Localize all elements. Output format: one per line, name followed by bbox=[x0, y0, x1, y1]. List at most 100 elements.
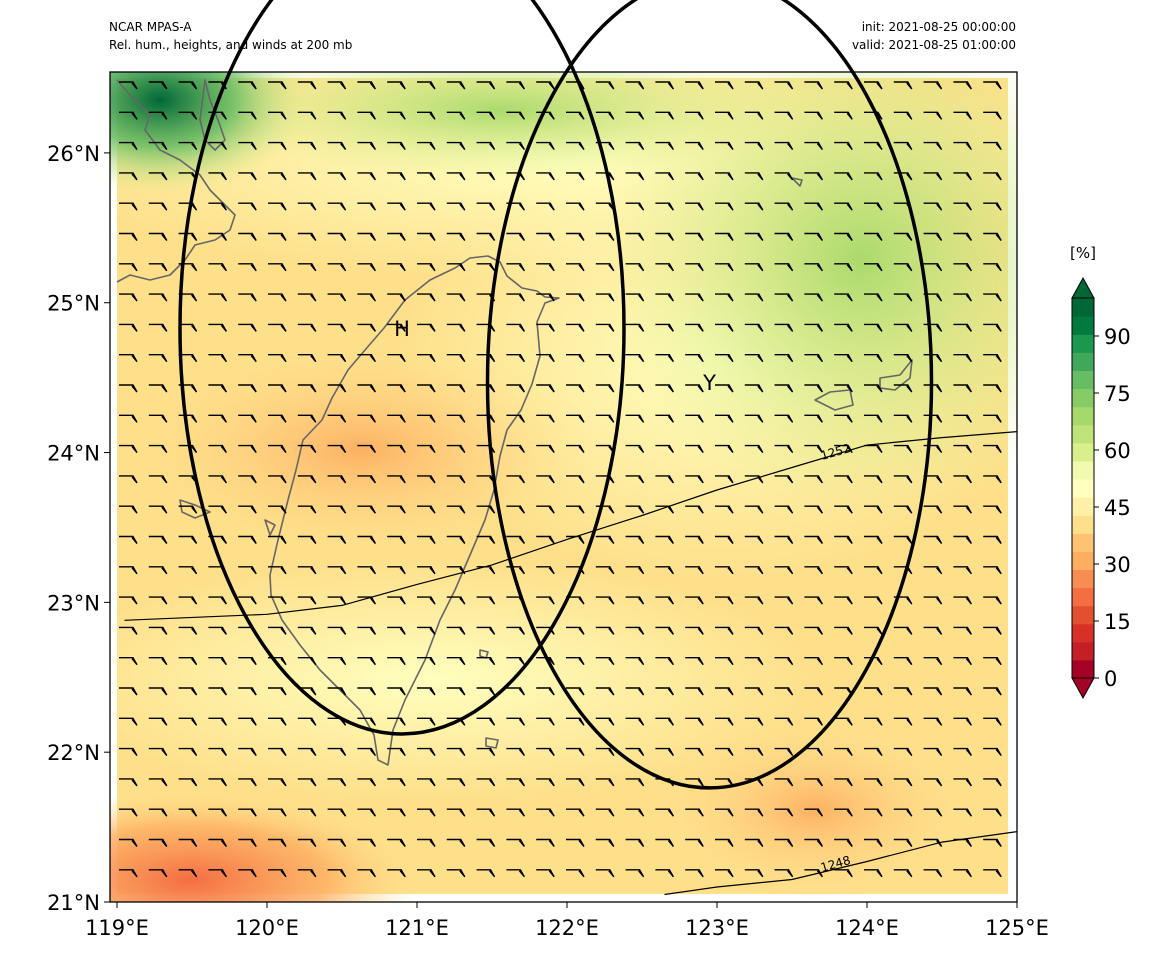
wind-barb bbox=[178, 384, 198, 393]
wind-barb bbox=[715, 535, 734, 544]
wind-barb bbox=[595, 626, 615, 635]
wind-barb bbox=[297, 323, 317, 332]
wind-barb bbox=[685, 141, 704, 151]
wind-barb bbox=[446, 717, 466, 726]
wind-barb bbox=[864, 384, 883, 393]
wind-barb bbox=[268, 687, 287, 696]
wind-barb bbox=[804, 414, 824, 423]
wind-barb bbox=[148, 414, 168, 423]
wind-barb bbox=[595, 263, 615, 272]
wind-barb bbox=[327, 111, 347, 120]
wind-barb bbox=[119, 384, 138, 393]
wind-barb bbox=[148, 444, 168, 454]
wind-barb bbox=[983, 535, 1002, 544]
wind-barb bbox=[417, 232, 436, 241]
wind-barb bbox=[536, 475, 555, 484]
wind-barb bbox=[268, 778, 287, 787]
wind-barb bbox=[268, 535, 287, 544]
wind-barb bbox=[268, 263, 287, 272]
wind-barb bbox=[446, 808, 466, 817]
wind-barb bbox=[983, 384, 1002, 393]
wind-barb bbox=[297, 444, 317, 454]
wind-barb bbox=[327, 293, 347, 302]
wind-barb bbox=[148, 535, 168, 544]
wind-barb bbox=[297, 354, 317, 363]
colorbar-level bbox=[1072, 424, 1094, 444]
wind-barb bbox=[536, 263, 555, 272]
wind-barb bbox=[715, 232, 734, 241]
wind-barb bbox=[774, 81, 794, 90]
wind-barb bbox=[744, 414, 764, 423]
wind-barb bbox=[208, 778, 228, 787]
colorbar-level bbox=[1072, 659, 1094, 679]
wind-barb bbox=[119, 475, 138, 484]
wind-barb bbox=[476, 717, 496, 726]
wind-barb bbox=[595, 838, 615, 847]
header-right: init: 2021-08-25 00:00:00 valid: 2021-08… bbox=[852, 18, 1016, 54]
wind-barb bbox=[476, 596, 496, 605]
colorbar-extend-min bbox=[1071, 677, 1095, 700]
wind-barb bbox=[387, 657, 406, 666]
colorbar-extend-max bbox=[1071, 276, 1095, 299]
wind-barb bbox=[744, 475, 764, 484]
wind-barb bbox=[744, 505, 764, 514]
wind-barb bbox=[893, 323, 913, 332]
wind-barb bbox=[327, 141, 347, 151]
wind-barb bbox=[357, 414, 377, 423]
wind-barb bbox=[893, 778, 913, 787]
wind-barb bbox=[148, 626, 168, 635]
colorbar-tick-label: 45 bbox=[1104, 496, 1131, 520]
wind-barb bbox=[119, 505, 138, 514]
wind-barb bbox=[476, 808, 496, 817]
wind-barb bbox=[536, 747, 555, 757]
wind-barb bbox=[268, 323, 287, 332]
wind-barb bbox=[685, 535, 704, 544]
wind-barb bbox=[655, 354, 675, 363]
wind-barb bbox=[357, 838, 377, 847]
wind-barb bbox=[178, 444, 198, 454]
colorbar-tick-label: 75 bbox=[1104, 382, 1131, 406]
wind-barb bbox=[208, 172, 228, 181]
wind-barb bbox=[625, 505, 645, 514]
wind-barb bbox=[744, 717, 764, 726]
wind-barb bbox=[953, 747, 973, 757]
colorbar-tick-label: 15 bbox=[1104, 610, 1131, 634]
wind-barb bbox=[744, 141, 764, 151]
wind-barb bbox=[834, 384, 853, 393]
wind-barb bbox=[834, 444, 853, 454]
wind-barb bbox=[804, 717, 824, 726]
wind-barb bbox=[297, 384, 317, 393]
wind-barb bbox=[715, 566, 734, 575]
wind-barb bbox=[357, 354, 377, 363]
wind-barb bbox=[953, 172, 973, 181]
wind-barb bbox=[923, 566, 943, 575]
wind-barb bbox=[446, 172, 466, 181]
wind-barb bbox=[387, 778, 406, 787]
wind-barb bbox=[864, 626, 883, 635]
wind-barb bbox=[744, 566, 764, 575]
wind-barb bbox=[864, 263, 883, 272]
wind-barb bbox=[357, 657, 377, 666]
wind-barb bbox=[387, 444, 406, 454]
wind-barb bbox=[506, 293, 526, 302]
wind-barb bbox=[655, 657, 675, 666]
wind-barb bbox=[864, 687, 883, 696]
wind-barb bbox=[297, 172, 317, 181]
yaeyama-islands bbox=[814, 389, 854, 411]
wind-barb bbox=[148, 81, 168, 90]
wind-barb bbox=[506, 808, 526, 817]
wind-barb bbox=[536, 687, 555, 696]
wind-barb bbox=[864, 505, 883, 514]
wind-barb bbox=[566, 838, 585, 847]
wind-barb bbox=[774, 354, 794, 363]
wind-barb bbox=[446, 657, 466, 666]
wind-barb bbox=[566, 323, 585, 332]
wind-barb bbox=[476, 657, 496, 666]
wind-barb bbox=[655, 838, 675, 847]
wind-barb bbox=[119, 354, 138, 363]
wind-barb bbox=[506, 869, 526, 878]
wind-barb bbox=[238, 475, 257, 484]
wind-barb bbox=[297, 81, 317, 90]
wind-barb bbox=[387, 869, 406, 878]
wind-barb bbox=[804, 172, 824, 181]
